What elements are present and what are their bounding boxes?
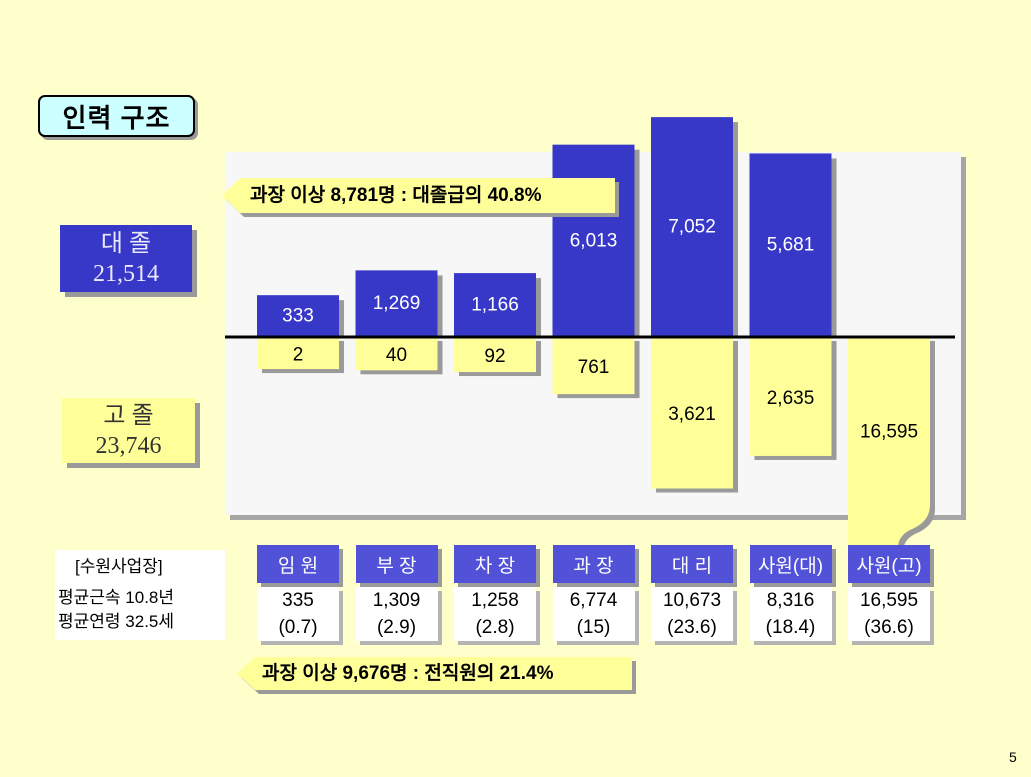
legend-college-total: 21,514 — [93, 260, 159, 287]
college-bar-shadow — [656, 122, 738, 338]
headcount-total: 10,673 — [662, 590, 722, 611]
site-info-box: [수원사업장] 평균근속 10.8년 평균연령 32.5세 — [55, 550, 225, 640]
category-label: 과 장 — [552, 545, 635, 583]
headcount-cell: 6,774 (15) — [552, 587, 635, 641]
college-bar — [552, 144, 635, 337]
college-bar-shadow — [262, 300, 344, 338]
headcount-share: (2.9) — [376, 617, 417, 638]
highschool-value-label: 761 — [578, 357, 610, 378]
highschool-bar — [454, 337, 536, 373]
highschool-bar — [552, 337, 635, 395]
highschool-bar — [848, 337, 930, 548]
highschool-bar — [651, 337, 733, 489]
headcount-share: (18.4) — [765, 617, 816, 638]
site-name: [수원사업장] — [75, 557, 163, 576]
college-bar — [355, 270, 438, 337]
headcount-total: 1,309 — [372, 590, 421, 611]
highschool-value-label: 16,595 — [860, 422, 918, 443]
college-value-label: 7,052 — [668, 217, 716, 238]
college-bar-shadow — [459, 278, 541, 338]
headcount-total: 6,774 — [569, 590, 618, 611]
slide-title: 인력 구조 — [38, 95, 195, 137]
site-average-tenure: 평균근속 10.8년 — [58, 588, 175, 607]
category-label: 부 장 — [355, 545, 438, 583]
category-label: 사원(대) — [749, 545, 832, 583]
headcount-cell: 1,309 (2.9) — [355, 587, 438, 641]
site-average-age: 평균연령 32.5세 — [58, 612, 175, 631]
callout-top-text: 과장 이상 8,781명 : 대졸급의 40.8% — [250, 185, 542, 206]
highschool-bar — [355, 337, 438, 371]
college-value-label: 5,681 — [767, 235, 815, 256]
headcount-total: 335 — [282, 590, 314, 611]
page-number: 5 — [1009, 749, 1017, 765]
highschool-bar — [257, 337, 339, 370]
college-bar — [257, 295, 339, 337]
headcount-cell: 10,673 (23.6) — [651, 587, 733, 641]
college-value-label: 333 — [282, 306, 314, 327]
callout-arrow-shape — [237, 657, 632, 690]
highschool-value-label: 2,635 — [767, 388, 815, 409]
highschool-bar-shadow — [853, 341, 935, 552]
highschool-bar — [749, 337, 832, 456]
college-value-label: 1,269 — [373, 293, 421, 314]
college-bar-shadow — [754, 158, 837, 338]
headcount-cell: 335 (0.7) — [257, 587, 339, 641]
headcount-cell: 1,258 (2.8) — [454, 587, 536, 641]
callout-bottom: 과장 이상 9,676명 : 전직원의 21.4% — [237, 657, 636, 694]
headcount-total: 1,258 — [471, 590, 519, 611]
legend-highschool-total: 23,746 — [95, 432, 162, 459]
category-label: 차 장 — [454, 545, 536, 583]
highschool-value-label: 2 — [293, 345, 304, 366]
highschool-bar-shadow — [262, 341, 344, 374]
headcount-share: (23.6) — [667, 617, 717, 638]
highschool-bar-shadow — [459, 341, 541, 377]
college-value-label: 1,166 — [471, 295, 519, 316]
highschool-bar-shadow — [360, 341, 443, 375]
headcount-total: 16,595 — [859, 590, 919, 611]
headcount-share: (0.7) — [278, 617, 318, 638]
callout-bottom-text: 과장 이상 9,676명 : 전직원의 21.4% — [262, 663, 554, 684]
college-bar — [651, 117, 733, 337]
headcount-share: (15) — [576, 617, 611, 638]
college-bar-shadow — [360, 275, 443, 338]
legend-highschool-label: 고 졸 — [103, 402, 154, 429]
callout-top: 과장 이상 8,781명 : 대졸급의 40.8% — [222, 178, 619, 217]
headcount-cell: 8,316 (18.4) — [749, 587, 832, 641]
highschool-bar-shadow — [656, 341, 738, 493]
college-bar — [454, 273, 536, 337]
callout-arrow-shape — [222, 178, 615, 213]
legend-college: 대 졸 21,514 — [60, 225, 192, 292]
legend-highschool: 고 졸 23,746 — [62, 398, 195, 463]
category-label: 대 리 — [651, 545, 733, 583]
highschool-value-label: 40 — [386, 345, 407, 366]
college-bar — [749, 153, 832, 337]
highschool-bar-shadow — [557, 341, 640, 399]
legend-college-label: 대 졸 — [100, 230, 152, 257]
category-label: 사원(고) — [848, 545, 930, 583]
highschool-value-label: 92 — [484, 346, 505, 367]
highschool-value-label: 3,621 — [668, 404, 716, 425]
headcount-share: (36.6) — [864, 617, 914, 638]
highschool-bar-shadow — [754, 341, 837, 460]
college-value-label: 6,013 — [570, 230, 618, 251]
headcount-share: (2.8) — [475, 617, 515, 638]
headcount-total: 8,316 — [766, 590, 815, 611]
category-label: 임 원 — [257, 545, 339, 583]
headcount-cell: 16,595 (36.6) — [848, 587, 930, 641]
